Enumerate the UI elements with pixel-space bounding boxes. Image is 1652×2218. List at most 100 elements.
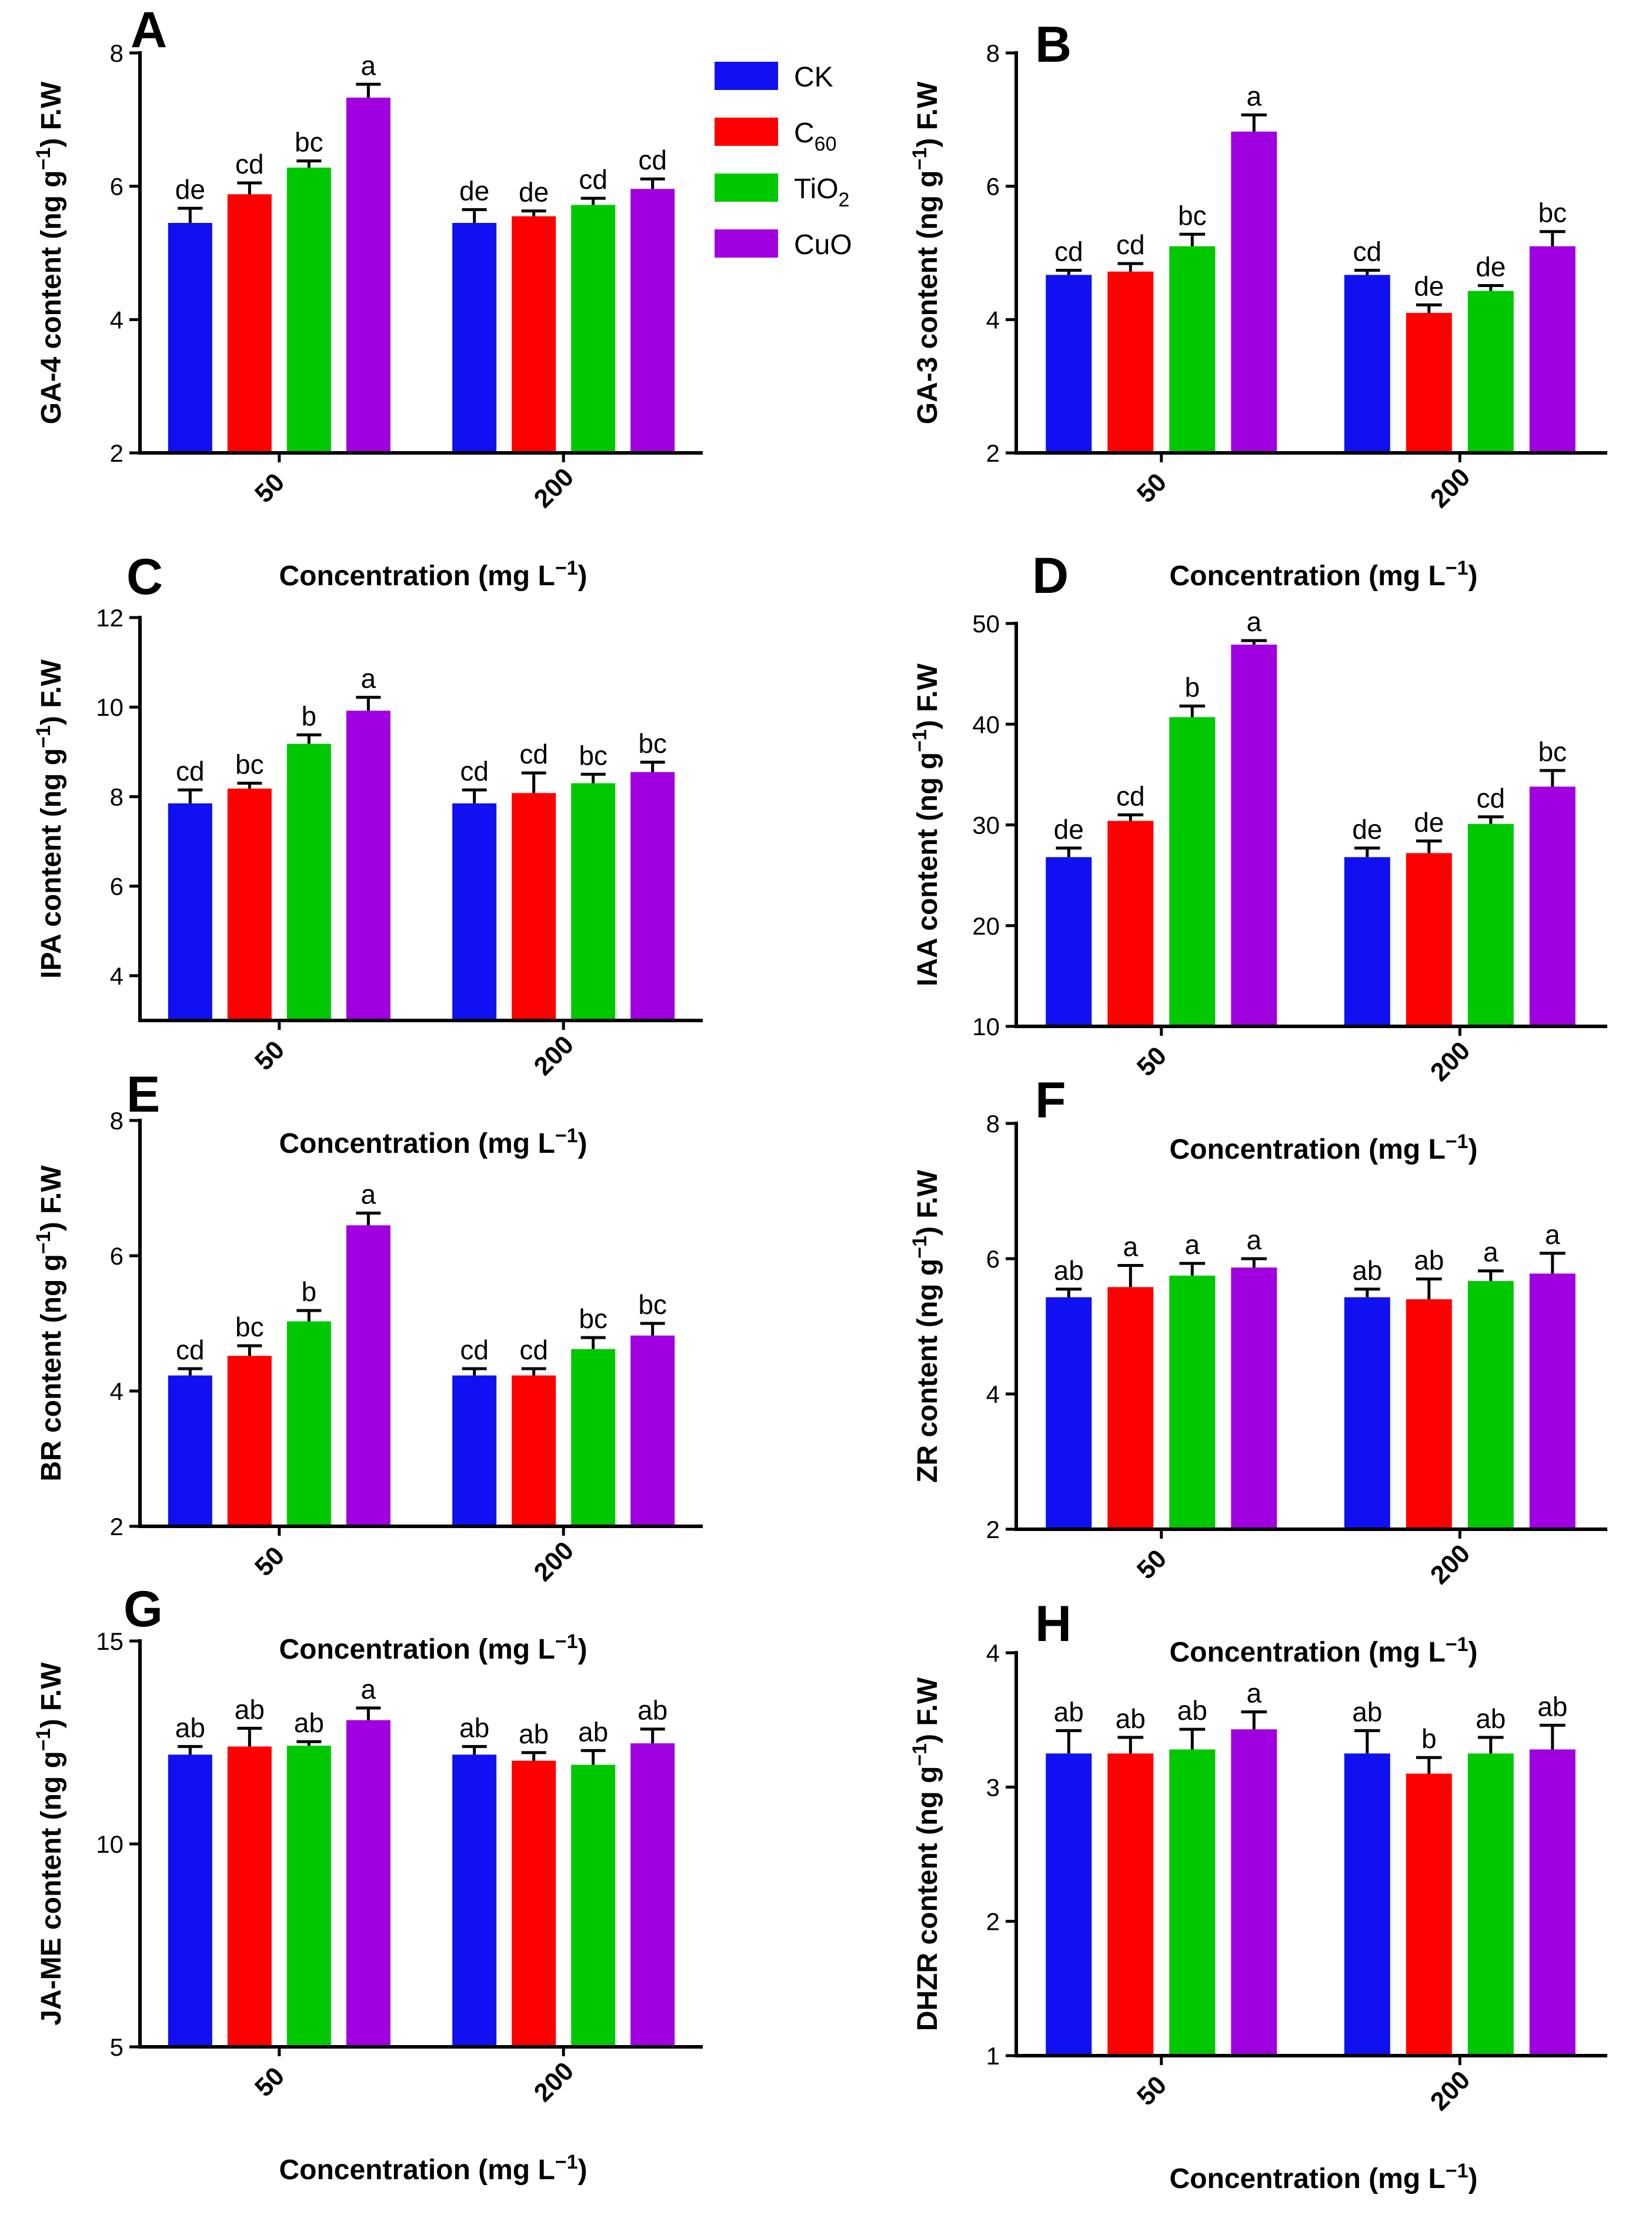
- legend-label: TiO2: [794, 174, 849, 211]
- significance-letter: de: [519, 177, 549, 208]
- label-part: Concentration (mg L: [1169, 1637, 1445, 1668]
- bar-c60-50: [1107, 271, 1154, 453]
- panel-letter: D: [1032, 548, 1069, 604]
- y-tick-label: 2: [986, 1908, 1000, 1936]
- bar-tio2-50: [286, 1321, 331, 1526]
- bar-cuo-200: [1529, 246, 1576, 453]
- significance-letter: a: [1246, 606, 1261, 637]
- legend-item-cuo: CuO: [715, 229, 852, 261]
- bar-ck-50: [168, 1375, 212, 1526]
- y-tick-label: 40: [972, 711, 1000, 738]
- significance-letter: b: [1184, 672, 1200, 702]
- bar-cuo-50: [1231, 644, 1277, 1026]
- label-part: Concentration (mg L: [1169, 2163, 1445, 2194]
- bar-cuo-50: [346, 1225, 391, 1526]
- label-superscript: −1: [909, 729, 931, 752]
- label-part: Concentration (mg L: [279, 1128, 555, 1159]
- y-tick-label: 4: [986, 306, 1000, 333]
- y-axis-title: BR content (ng g−1) F.W: [32, 1165, 67, 1482]
- label-part: GA-4 content (ng g: [36, 170, 67, 424]
- bar-ck-200: [1344, 857, 1390, 1026]
- panel-letter: E: [126, 1066, 160, 1123]
- significance-letter: a: [1246, 1677, 1261, 1708]
- x-axis-title: Concentration (mg L−1): [1169, 557, 1477, 592]
- x-axis-title: Concentration (mg L−1): [279, 557, 587, 592]
- bar-ck-200: [452, 223, 497, 453]
- bar-c60-200: [1406, 313, 1452, 453]
- bar-ck-200: [1344, 1753, 1390, 2056]
- y-tick-label: 6: [110, 1242, 124, 1270]
- bar-cuo-50: [346, 97, 391, 453]
- y-tick-label: 10: [96, 693, 124, 721]
- y-tick-label: 10: [972, 1013, 1000, 1040]
- label-superscript: −1: [555, 557, 578, 579]
- significance-letter: bc: [295, 127, 323, 158]
- y-tick-label: 8: [986, 39, 1000, 67]
- significance-letter: ab: [1537, 1691, 1567, 1722]
- panel-letter: C: [126, 549, 163, 605]
- significance-letter: bc: [638, 728, 667, 759]
- legend-swatch: [715, 118, 778, 146]
- significance-letter: de: [175, 174, 205, 205]
- bar-tio2-200: [1467, 1753, 1514, 2056]
- y-tick-label: 1: [986, 2042, 1000, 2070]
- significance-letter: ab: [1352, 1696, 1382, 1727]
- label-superscript: −1: [32, 725, 55, 748]
- bar-cuo-200: [1529, 786, 1576, 1026]
- significance-letter: de: [1476, 252, 1506, 282]
- bar-cuo-50: [1231, 1267, 1277, 1529]
- significance-letter: ab: [175, 1712, 205, 1743]
- label-part: Concentration (mg L: [1169, 1134, 1445, 1165]
- significance-letter: b: [302, 1276, 317, 1307]
- label-superscript: −1: [32, 1231, 55, 1254]
- y-tick-label: 50: [972, 610, 1000, 638]
- significance-letter: a: [1246, 1225, 1261, 1255]
- bar-ck-50: [1046, 275, 1092, 453]
- label-part: ) F.W: [912, 1677, 943, 1743]
- label-superscript: −1: [1446, 2160, 1469, 2182]
- bar-ck-200: [452, 803, 497, 1020]
- label-part: ): [578, 1634, 588, 1665]
- bar-tio2-200: [1467, 823, 1514, 1026]
- significance-letter: b: [302, 701, 317, 731]
- bar-ck-200: [452, 1755, 497, 2047]
- legend-label-base: CuO: [794, 229, 852, 261]
- label-part: ): [578, 561, 588, 592]
- bar-tio2-50: [1169, 717, 1216, 1026]
- label-part: ) F.W: [36, 1662, 67, 1729]
- bar-tio2-200: [1467, 291, 1514, 453]
- label-part: ZR content (ng g: [912, 1259, 943, 1483]
- y-tick-label: 6: [110, 173, 124, 201]
- legend-label: CuO: [794, 229, 852, 261]
- label-part: ): [1469, 561, 1478, 592]
- bar-c60-50: [227, 194, 272, 453]
- panel-letter: H: [1035, 1596, 1072, 1652]
- bar-c60-50: [1107, 1753, 1154, 2056]
- significance-letter: ab: [294, 1707, 324, 1738]
- y-tick-label: 2: [986, 1516, 1000, 1543]
- significance-letter: cd: [460, 1335, 489, 1365]
- label-part: ): [1469, 1637, 1478, 1668]
- y-axis-title: DHZR content (ng g−1) F.W: [909, 1677, 943, 2031]
- label-part: JA-ME content (ng g: [36, 1751, 67, 2026]
- significance-letter: cd: [579, 164, 608, 195]
- bar-tio2-50: [286, 167, 331, 453]
- significance-letter: ab: [1414, 1245, 1444, 1276]
- bar-ck-50: [168, 1755, 212, 2047]
- label-part: DHZR content (ng g: [912, 1766, 943, 2032]
- bar-tio2-200: [571, 205, 616, 453]
- bar-ck-200: [1344, 1297, 1390, 1529]
- legend: CK C60 TiO2 CuO: [715, 62, 852, 261]
- legend-label: CK: [794, 62, 833, 93]
- x-axis-title: Concentration (mg L−1): [279, 2151, 587, 2186]
- legend-swatch: [715, 62, 778, 90]
- bar-cuo-200: [1529, 1749, 1576, 2056]
- significance-letter: a: [361, 1674, 376, 1705]
- legend-swatch: [715, 229, 778, 258]
- y-tick-label: 8: [110, 783, 124, 811]
